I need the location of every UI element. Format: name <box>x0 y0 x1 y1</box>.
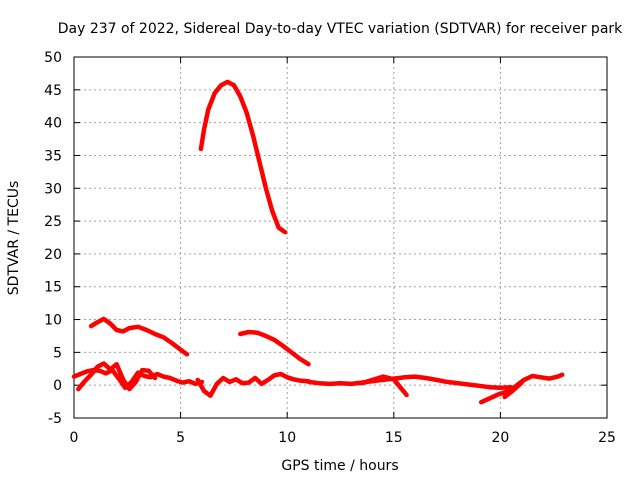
series-line-arc-mid <box>238 329 311 367</box>
y-tick-label: 0 <box>53 378 62 394</box>
x-tick-label: 5 <box>176 430 185 446</box>
y-tick-label: -5 <box>48 411 62 427</box>
series-line-base-b <box>76 361 158 392</box>
y-tick-label: 45 <box>44 83 62 99</box>
x-tick-label: 15 <box>385 430 403 446</box>
y-tick-label: 25 <box>44 214 62 230</box>
series-line-base-d <box>306 374 514 391</box>
x-tick-label: 0 <box>70 430 79 446</box>
x-tick-label: 25 <box>598 430 616 446</box>
series-group <box>71 79 565 405</box>
chart-title: Day 237 of 2022, Sidereal Day-to-day VTE… <box>58 21 623 37</box>
x-axis-label: GPS time / hours <box>281 458 398 474</box>
plot-frame <box>73 56 608 419</box>
y-tick-label: 20 <box>44 247 62 263</box>
y-tick-label: 5 <box>53 345 62 361</box>
series-line-base-f <box>478 372 565 405</box>
x-tick-label: 10 <box>278 430 296 446</box>
y-tick-label: 35 <box>44 148 62 164</box>
y-tick-label: 40 <box>44 116 62 132</box>
series-line-arc-peak <box>198 79 288 235</box>
axis-ticks: 0 5 10 15 20 25 -5 0 5 10 15 20 25 30 35 40 45 50 <box>44 50 616 446</box>
series-line-base-g <box>502 380 524 400</box>
series-line-base-e <box>359 374 409 398</box>
y-tick-label: 30 <box>44 181 62 197</box>
series-line-arc-early <box>88 316 190 357</box>
y-tick-label: 15 <box>44 280 62 296</box>
y-tick-label: 50 <box>44 50 62 66</box>
series-line-base-c <box>195 371 311 398</box>
y-tick-label: 10 <box>44 313 62 329</box>
x-tick-label: 20 <box>491 430 509 446</box>
grid <box>74 57 607 418</box>
y-axis-label: SDTVAR / TECUs <box>6 181 22 296</box>
